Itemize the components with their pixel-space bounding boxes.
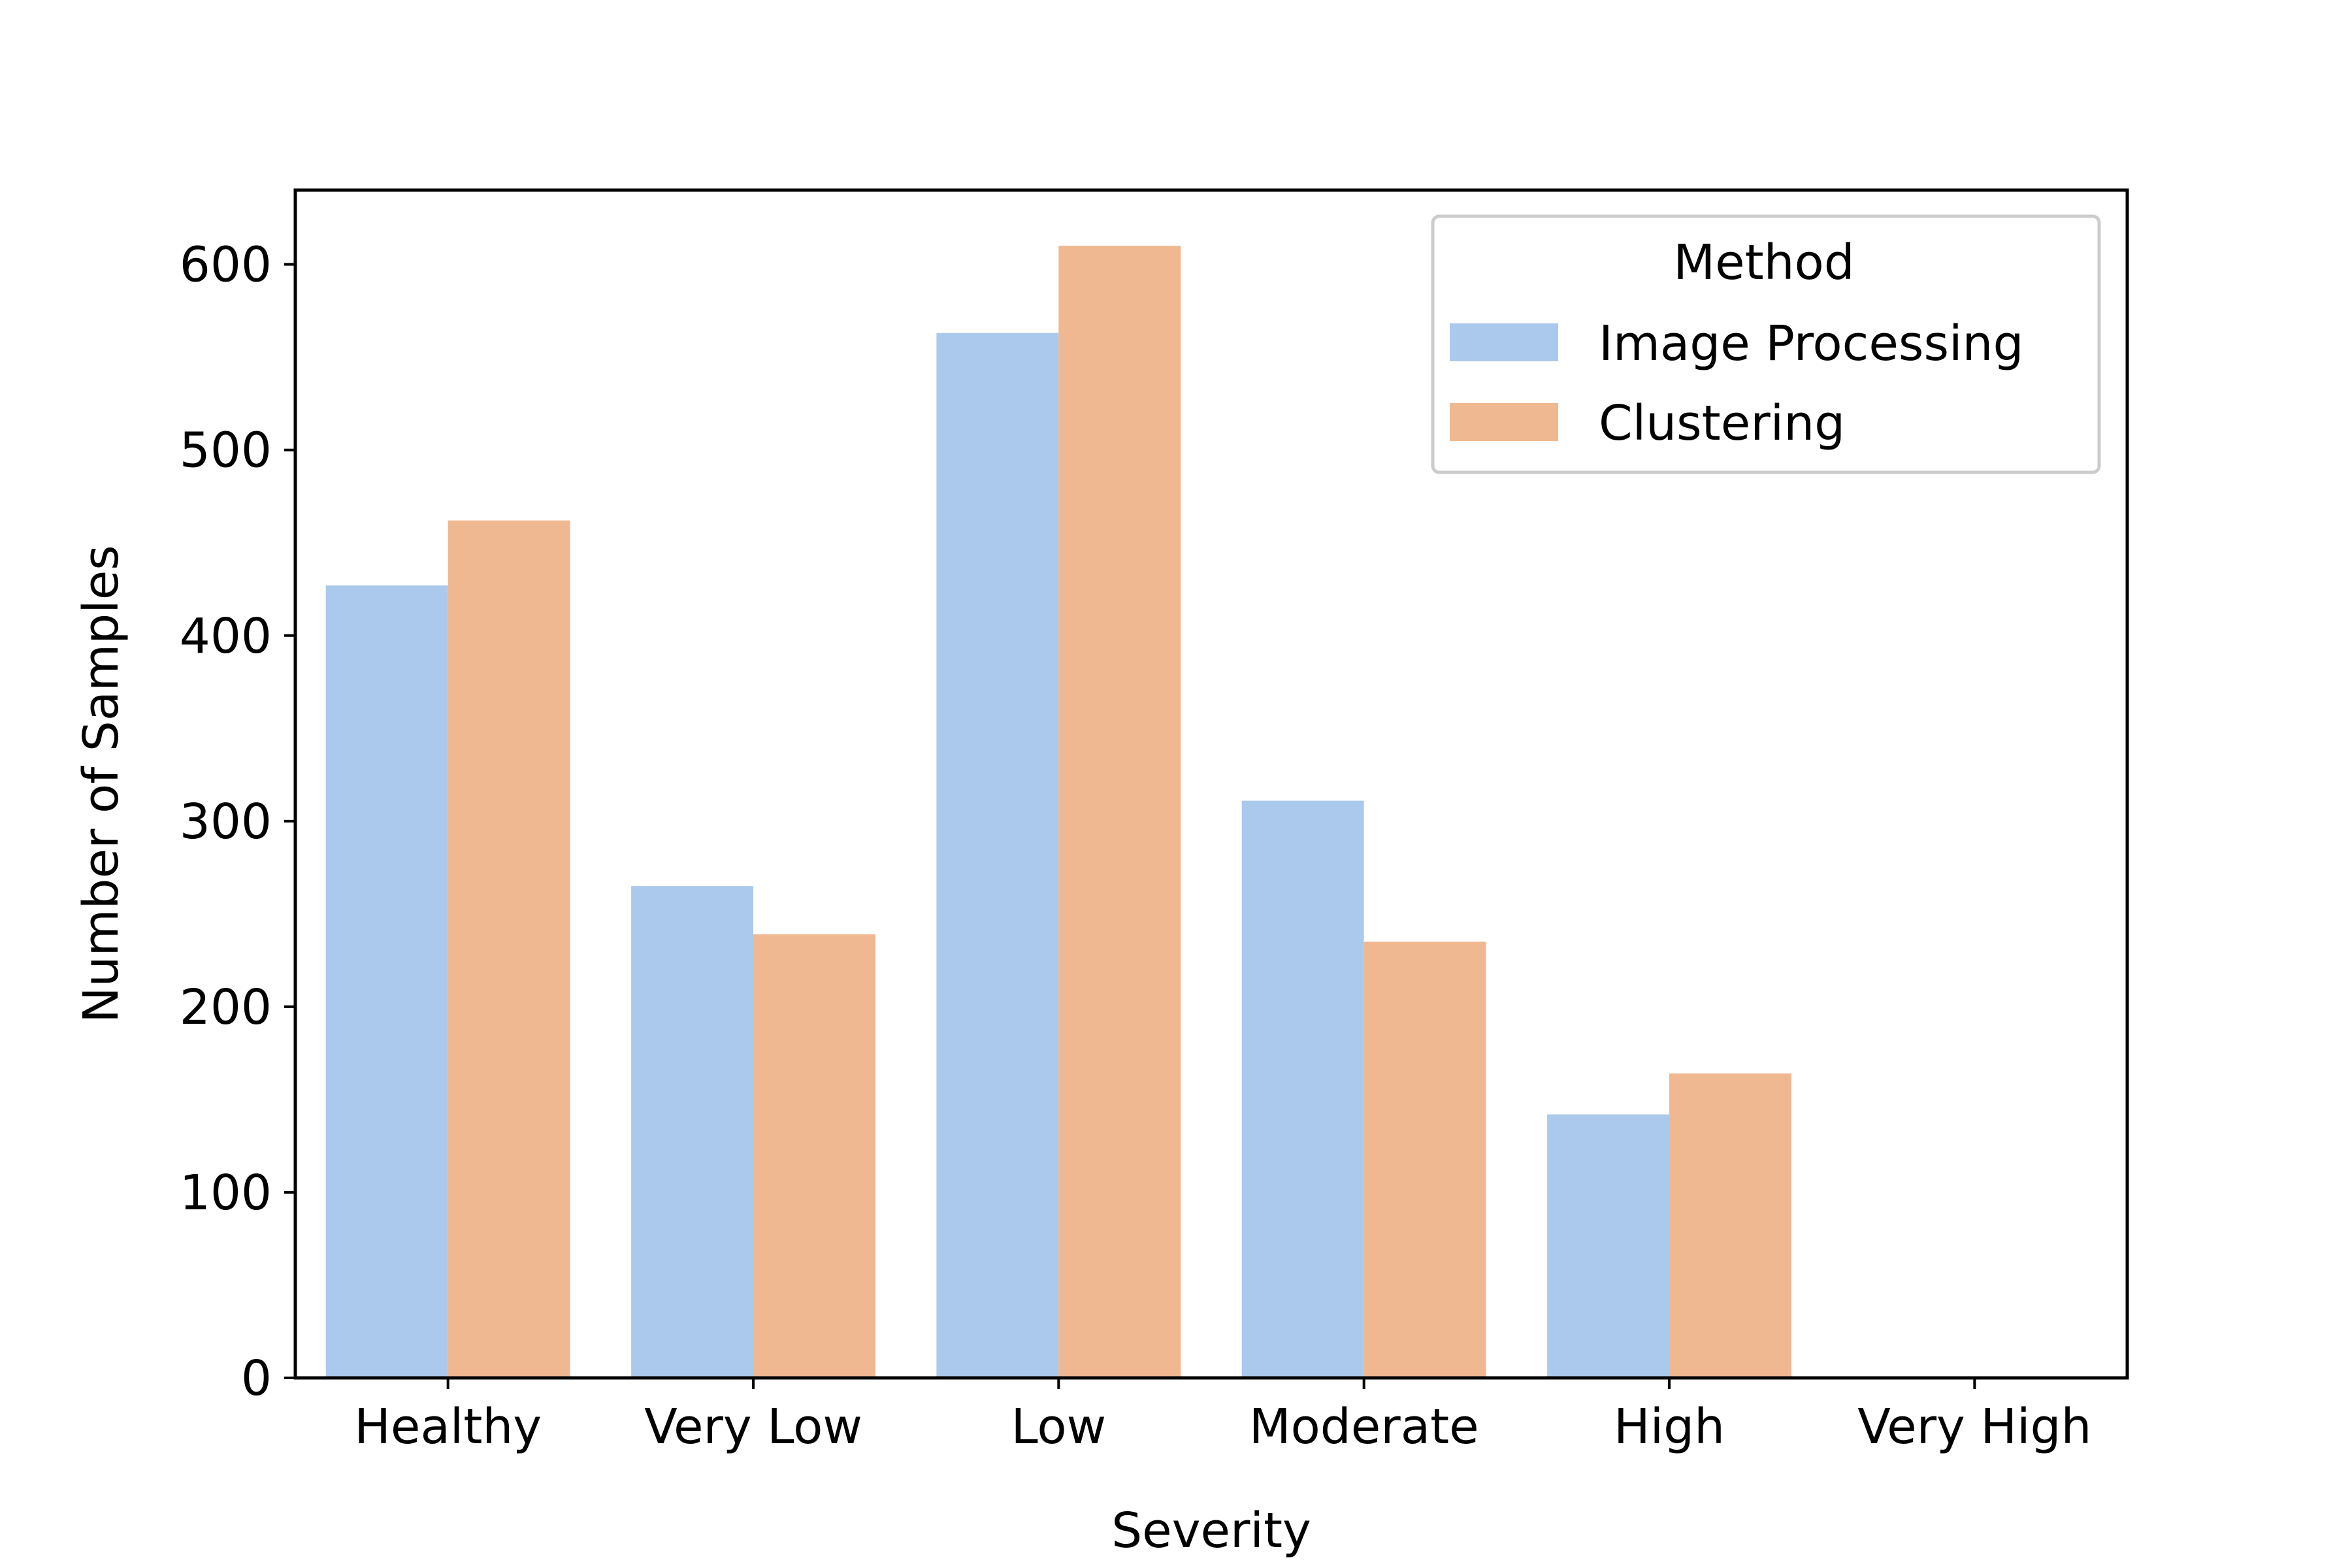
y-axis: 0 100 200 300 400 500 600 (180, 237, 295, 1407)
y-tick-label: 0 (241, 1350, 272, 1407)
x-tick-label: Healthy (354, 1399, 542, 1455)
y-tick-label: 100 (180, 1165, 272, 1221)
bar-image-processing-high (1547, 1114, 1669, 1378)
x-tick-label: High (1614, 1399, 1725, 1455)
bar-image-processing-moderate (1241, 800, 1364, 1378)
legend-swatch (1450, 403, 1558, 441)
legend-title: Method (1673, 235, 1855, 291)
y-tick-label: 200 (180, 979, 272, 1036)
bar-clustering-healthy (448, 520, 570, 1378)
legend-swatch (1450, 323, 1558, 361)
y-tick-label: 400 (180, 608, 272, 664)
bar-clustering-high (1669, 1073, 1791, 1378)
legend-label: Image Processing (1599, 316, 2023, 372)
legend: Method Image Processing Clustering (1431, 214, 2101, 474)
y-tick-label: 600 (180, 237, 272, 293)
bars-group (325, 246, 1791, 1379)
legend-label: Clustering (1599, 395, 1845, 451)
bar-clustering-low (1058, 246, 1181, 1379)
x-axis-label: Severity (1111, 1503, 1311, 1559)
bar-image-processing-healthy (325, 585, 448, 1378)
x-tick-label: Very Low (644, 1399, 862, 1455)
bar-image-processing-very-low (631, 886, 753, 1378)
x-tick-label: Very High (1857, 1399, 2091, 1455)
x-tick-label: Low (1011, 1399, 1106, 1455)
y-tick-label: 500 (180, 423, 272, 479)
bar-clustering-moderate (1364, 941, 1486, 1378)
x-tick-label: Moderate (1249, 1399, 1479, 1455)
bar-image-processing-low (936, 333, 1059, 1379)
y-axis-label: Number of Samples (73, 545, 129, 1023)
legend-items: Image Processing Clustering (1450, 316, 2023, 451)
plot-frame (293, 188, 2129, 1380)
y-tick-label: 300 (180, 794, 272, 850)
legend-box (1431, 214, 2101, 474)
x-axis: Healthy Very Low Low Moderate High Very High (354, 1378, 2091, 1455)
bar-clustering-very-low (753, 934, 875, 1378)
